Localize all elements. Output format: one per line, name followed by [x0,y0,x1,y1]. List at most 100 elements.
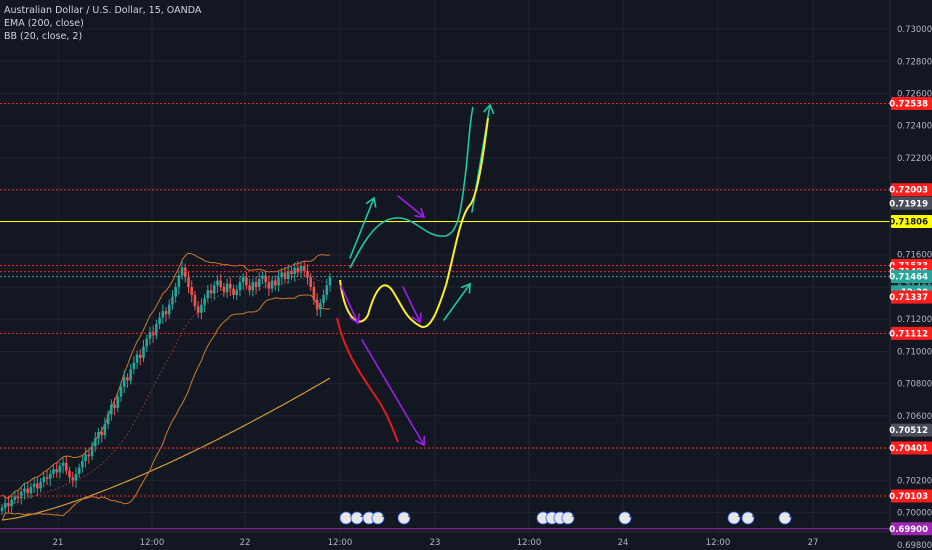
candle-body [206,290,210,299]
candle-body [3,502,7,508]
price-badge [891,423,932,437]
candle-body [238,282,242,291]
time-axis-background[interactable] [0,532,932,550]
candle-body [145,338,149,347]
teal-arrow-3-head [483,103,495,115]
price-tick-label: 0.72200 [897,154,932,164]
candle-body [97,432,100,439]
candle-body [171,296,174,305]
price-badge-label: 0.71806 [889,218,928,228]
candle-body [325,285,329,296]
event-icons[interactable]: 1211121111111 [339,511,792,525]
purple-arrow-1 [340,285,359,324]
event-icon-count: 1 [349,512,353,519]
price-badge [891,196,932,210]
price-tick-label: 0.71000 [897,347,932,357]
candle-body [7,502,10,507]
price-badge-label: 0.71337 [889,293,928,303]
event-icon-count: 2 [360,512,364,519]
candle-body [77,467,81,474]
price-tick-label: 0.70800 [897,380,932,390]
candle-body [122,377,126,387]
candle-body [116,396,120,408]
candle-body [100,432,103,436]
candle-body [52,469,55,474]
candle-body [19,491,23,499]
event-icon-count: 1 [737,512,741,519]
price-tick-label: 0.73000 [897,25,932,35]
time-axis[interactable]: 21 12:00 22 12:00 23 12:00 24 12:00 27 [53,538,819,548]
candle-body [84,454,87,462]
candle-body [126,377,129,381]
purple-arrow-4 [402,286,421,323]
candle-body [167,304,171,315]
event-icon[interactable] [561,511,575,525]
teal-arrow-1 [349,197,375,259]
candle-body [322,295,325,304]
candle-body [106,414,110,424]
symbol-title[interactable]: Australian Dollar / U.S. Dollar, 15, OAN… [4,5,202,16]
candle-body [235,290,239,296]
price-badge [891,215,932,229]
candle-body [264,275,267,283]
candle-body [71,477,75,481]
candle-body [23,488,26,492]
candle-body [132,362,136,370]
candle-body [280,272,284,278]
candle-body [261,275,264,279]
candle-body [42,477,46,483]
price-badge-label: 0.71464 [889,273,928,283]
candle-body [119,386,123,397]
candle-body [158,317,161,325]
purple-arrow-3-head [414,207,426,218]
candle-body [58,465,62,473]
candle-body [32,483,36,487]
candle-body [29,486,33,494]
event-icon[interactable] [778,511,792,525]
price-badge-label: 0.70103 [889,492,928,502]
event-icon[interactable] [371,511,385,525]
candle-body [209,290,213,294]
candlesticks [0,260,332,516]
candle-body [187,277,190,287]
candle-body [16,496,20,499]
candle-body [45,477,49,479]
candle-body [161,311,165,318]
candle-body [267,282,271,289]
time-tick-label: 24 [618,538,629,548]
time-tick-label: 12:00 [328,538,353,548]
event-icon[interactable] [618,511,632,525]
event-icon-count: 1 [407,512,411,519]
candle-body [219,280,222,287]
yellow-projection-path [339,117,489,328]
candle-body [225,283,229,292]
time-tick-label: 12:00 [517,538,542,548]
event-icon[interactable] [741,511,755,525]
chart-legend: Australian Dollar / U.S. Dollar, 15, OAN… [4,4,201,43]
price-badge [891,183,932,197]
event-icon[interactable] [397,511,411,525]
candle-body [164,311,168,315]
time-tick-label: 27 [808,538,819,548]
indicator-ema[interactable]: EMA (200, close) [4,18,84,29]
event-icon[interactable] [727,511,741,525]
candle-body [155,324,158,336]
candle-body [312,286,316,300]
candle-body [251,282,255,291]
candle-body [26,488,30,494]
price-badge [891,270,932,284]
price-badge-label: 0.70512 [889,426,928,436]
candle-body [190,286,194,296]
candle-body [299,266,303,273]
candle-body [110,404,113,415]
price-badge [891,441,932,455]
indicator-bb[interactable]: BB (20, close, 2) [4,31,83,42]
price-tick-label: 0.72400 [897,122,932,132]
teal-arrow-1-head [365,196,377,208]
candle-body [174,286,177,297]
price-tick-label: 0.71600 [897,251,932,261]
price-badges: 0.725380.720030.719190.718060.715330.714… [889,96,932,536]
candle-body [277,277,280,286]
